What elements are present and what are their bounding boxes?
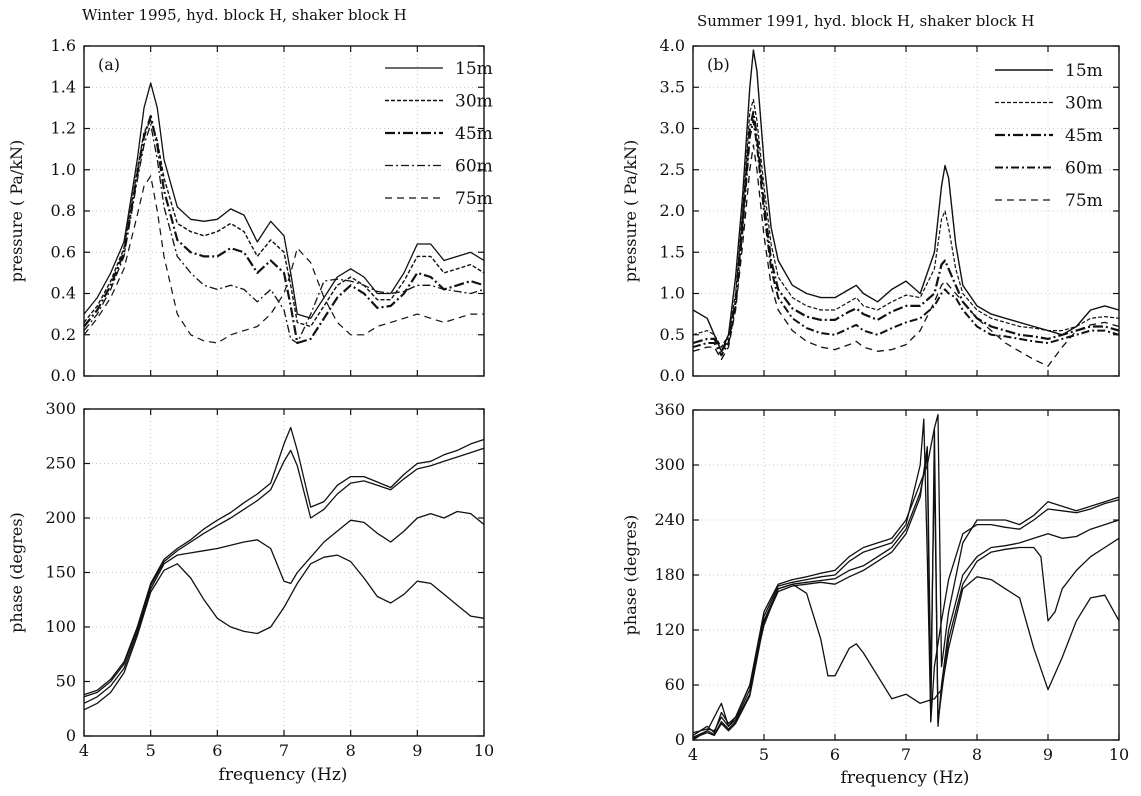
panel-b-phase-x-tick-label: 8 (972, 745, 982, 764)
panel-b-pressure-y-tick-label: 2.5 (660, 160, 685, 179)
panel-b-pressure-series-line-5 (692, 144, 1120, 367)
panel-a-phase-x-tick-label: 10 (474, 741, 494, 760)
panel-a-pressure-series-line-4 (83, 123, 485, 344)
panel-a-pressure-series-line-3 (83, 115, 485, 345)
panel-a-pressure-series-line-2 (83, 119, 485, 328)
panel-a-pressure-y-tick-label: 0.0 (51, 366, 76, 385)
panel-b-pressure-legend-label: 30m (1065, 94, 1103, 114)
panel-b-phase-y-tick-label: 300 (654, 455, 685, 474)
panel-a-pressure-y-tick-label: 1.2 (51, 119, 76, 138)
panel-a-phase-y-tick-label: 250 (45, 454, 76, 473)
panel-a-phase-y-tick-label: 300 (45, 399, 76, 418)
panel-a-phase-y-tick-label: 100 (45, 617, 76, 636)
panel-a-phase-series-line-2 (83, 447, 485, 698)
panel-a-pressure-legend-label: 15m (455, 59, 493, 79)
panel-b-pressure-chart: 0.0 0.5 1.0 1.5 2.0 2.5 3.0 3.5 4.0 pressure ( Pa… (621, 36, 1120, 385)
panel-b-pressure-y-tick-label: 2.0 (660, 201, 685, 220)
left-figure-title: Winter 1995, hyd. block H, shaker block … (82, 6, 407, 24)
panel-a-phase-y-axis-label: phase (degres) (7, 512, 26, 633)
panel-a-phase-x-tick-label: 9 (412, 741, 422, 760)
panel-b-phase-y-tick-label: 0 (675, 730, 685, 749)
panel-a-pressure-legend-label: 30m (455, 92, 493, 112)
panel-b-pressure-y-axis-label: pressure ( Pa/kN) (621, 140, 640, 283)
panel-b-phase-y-axis-label: phase (degres) (621, 515, 640, 636)
panel-b-phase-x-tick-label: 7 (901, 745, 911, 764)
panel-b-pressure-y-tick-label: 4.0 (660, 36, 685, 55)
panel-a-phase-x-tick-label: 4 (79, 741, 89, 760)
panel-a-pressure-y-tick-label: 0.6 (51, 242, 76, 261)
panel-b-pressure-legend-label: 75m (1065, 191, 1103, 211)
panel-b-phase-x-tick-label: 5 (759, 745, 769, 764)
panel-b-phase-x-tick-label: 9 (1043, 745, 1053, 764)
panel-b-pressure-y-tick-label: 1.0 (660, 284, 685, 303)
panel-b-phase-y-tick-label: 180 (654, 565, 685, 584)
panel-b-pressure-series-line-3 (692, 110, 1120, 353)
panel-a-phase-series-line-4 (83, 554, 485, 711)
panel-b-phase-series-line-2 (692, 418, 1120, 734)
panel-a-phase-x-tick-label: 5 (146, 741, 156, 760)
panel-b-pressure-y-tick-label: 0.5 (660, 325, 685, 344)
panel-a-pressure-y-tick-label: 0.2 (51, 325, 76, 344)
panel-a-phase-x-tick-label: 7 (279, 741, 289, 760)
panel-b-pressure-y-tick-label: 3.0 (660, 119, 685, 138)
panel-a-pressure-y-axis-label: pressure ( Pa/kN) (7, 140, 26, 283)
panel-b-phase-x-tick-label: 6 (830, 745, 840, 764)
panel-a-pressure-series-line-5 (83, 175, 484, 344)
panel-b-pressure-y-tick-label: 1.5 (660, 242, 685, 261)
panel-b-pressure-panel-label: (b) (707, 55, 730, 74)
panel-b-pressure-series-line-2 (692, 99, 1120, 348)
panel-a-phase-x-tick-label: 6 (212, 741, 222, 760)
panel-a-pressure-y-tick-label: 1.4 (51, 77, 76, 96)
panel-a-pressure-chart: 0.0 0.2 0.4 0.6 0.8 1.0 1.2 1.4 1.6 pressure ( Pa… (7, 36, 493, 385)
panel-a-phase-x-tick-label: 8 (346, 741, 356, 760)
panel-b-phase-x-tick-label: 4 (688, 745, 698, 764)
panel-b-pressure-legend-label: 15m (1065, 61, 1103, 81)
panel-a-phase-series-line-1 (83, 426, 485, 696)
right-x-axis-label: frequency (Hz) (841, 768, 970, 788)
panel-a-pressure-legend-label: 60m (455, 157, 493, 177)
left-x-axis-label: frequency (Hz) (219, 765, 348, 785)
panel-a-pressure-series-line-1 (83, 82, 485, 319)
panel-a-pressure-panel-label: (a) (98, 55, 120, 74)
panel-a-pressure-y-tick-label: 0.8 (51, 201, 76, 220)
panel-a-phase-series-line-3 (83, 510, 485, 704)
panel-b-phase-x-tick-label: 10 (1109, 745, 1129, 764)
panel-b-phase-y-tick-label: 120 (654, 620, 685, 639)
panel-b-pressure-y-tick-label: 0.0 (660, 366, 685, 385)
panel-b-pressure-series-line-4 (692, 119, 1120, 357)
panel-b-phase-y-tick-label: 60 (665, 675, 685, 694)
panel-b-phase-chart: 4 5 6 7 8 9 10 0 60 120 180 240 300 360 phase (degres) (621, 400, 1129, 764)
panel-a-phase-y-tick-label: 200 (45, 508, 76, 527)
panel-a-phase-y-tick-label: 50 (56, 672, 76, 691)
panel-b-phase-y-tick-label: 360 (654, 400, 685, 419)
panel-a-phase-y-tick-label: 150 (45, 563, 76, 582)
panel-b-phase-series-line-5 (692, 576, 1120, 741)
panel-a-pressure-legend-label: 75m (455, 189, 493, 209)
panel-b-pressure-y-tick-label: 3.5 (660, 77, 685, 96)
panel-b-pressure-series-line-1 (692, 49, 1120, 352)
panel-b-pressure-legend-label: 45m (1065, 126, 1103, 146)
panel-a-pressure-y-tick-label: 0.4 (51, 284, 76, 303)
panel-b-phase-y-tick-label: 240 (654, 510, 685, 529)
panel-a-phase-y-tick-label: 0 (66, 726, 76, 745)
panel-a-pressure-y-tick-label: 1.0 (51, 160, 76, 179)
panel-a-pressure-y-tick-label: 1.6 (51, 36, 76, 55)
panel-b-phase-series-line-4 (692, 446, 1120, 739)
panel-b-pressure-legend-label: 60m (1065, 159, 1103, 179)
right-figure-title: Summer 1991, hyd. block H, shaker block … (697, 12, 1034, 30)
panel-a-pressure-legend-label: 45m (455, 124, 493, 144)
